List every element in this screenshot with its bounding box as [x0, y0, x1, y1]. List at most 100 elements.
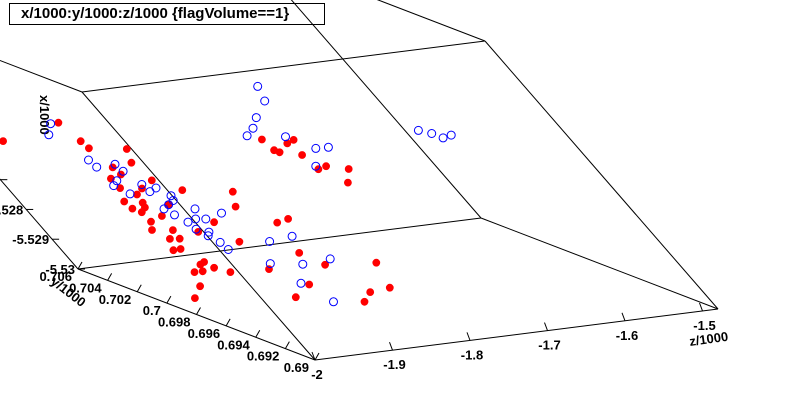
y-tick-label: 0.698 [158, 315, 191, 330]
z-tick-mark [311, 351, 316, 361]
edge-top-back [0, 0, 248, 1]
open-marker-point [159, 204, 169, 214]
z-tick-mark [389, 342, 393, 351]
filled-marker-point [54, 118, 63, 127]
filled-marker-point [344, 165, 353, 173]
filled-marker-point [289, 136, 298, 144]
filled-marker-point [127, 158, 136, 167]
filled-marker-point [76, 137, 85, 146]
filled-marker-point [321, 260, 330, 269]
open-marker-point [201, 214, 211, 224]
filled-marker-point [360, 297, 369, 306]
filled-marker-point [133, 190, 141, 199]
filled-marker-point [190, 268, 199, 277]
z-tick-mark [466, 332, 471, 341]
filled-marker-point [198, 267, 207, 276]
y-tick-mark [284, 341, 290, 349]
filled-marker-point [196, 282, 205, 291]
open-marker-point [109, 181, 119, 191]
filled-marker-point [147, 217, 155, 226]
open-marker-point [170, 210, 179, 220]
y-tick-label: 0.702 [99, 292, 132, 307]
filled-marker-point [148, 226, 156, 234]
y-tick-mark [77, 261, 83, 270]
filled-marker-point [235, 237, 244, 246]
filled-marker-point [175, 234, 184, 243]
z-tick-mark [699, 302, 703, 312]
filled-marker-point [366, 288, 375, 297]
z-tick-label: -1.6 [616, 328, 638, 343]
edge-vert-front-right [484, 40, 719, 310]
x-axis-title: x/1000 [37, 95, 52, 135]
filled-marker-point [322, 162, 331, 171]
y-tick-label: 0.706 [39, 269, 72, 284]
open-marker-point [215, 237, 225, 247]
open-marker-point [44, 130, 54, 140]
filled-marker-point [295, 249, 304, 257]
open-marker-point [183, 217, 193, 227]
open-marker-point [217, 208, 226, 218]
edge-bottom-front [314, 308, 719, 361]
y-tick-label: 0.692 [247, 349, 280, 364]
filled-marker-point [284, 215, 293, 223]
filled-marker-point [385, 283, 394, 292]
open-marker-point [248, 123, 258, 133]
filled-marker-point [178, 186, 187, 195]
filled-marker-point [169, 246, 178, 255]
filled-marker-point [147, 176, 156, 185]
filled-marker-point [191, 294, 199, 303]
open-marker-point [112, 176, 122, 186]
open-marker-point [191, 224, 201, 234]
tick-labels: -5.521-5.522-5.523-5.524-5.525-5.526-5.5… [0, 95, 729, 382]
filled-marker-point [158, 212, 166, 220]
filled-marker-point [166, 235, 174, 243]
y-tick-label: 0.696 [188, 326, 221, 341]
z-tick-label: -1.7 [538, 338, 560, 353]
filled-marker-point [231, 202, 240, 211]
edge-top-left [0, 59, 83, 93]
axis-ticks [0, 179, 703, 361]
open-marker-point [251, 113, 261, 123]
filled-marker-point [372, 258, 381, 267]
filled-marker-point [291, 293, 300, 302]
open-marker-point [287, 231, 297, 241]
open-marker-point [427, 129, 437, 138]
z-tick-label: -1.9 [383, 357, 405, 372]
filled-marker-point [120, 197, 129, 206]
filled-marker-point [305, 280, 314, 289]
z-tick-label: -2 [311, 367, 323, 382]
z-tick-mark [621, 312, 626, 321]
y-tick-mark [225, 318, 231, 327]
y-tick-label: 0.694 [217, 337, 250, 352]
open-marker-point [296, 278, 306, 288]
open-marker-point [323, 142, 333, 152]
y-tick-mark [255, 330, 261, 338]
filled-marker-point [344, 178, 352, 187]
open-marker-point [311, 161, 321, 171]
open-marker-point [265, 237, 275, 246]
filled-marker-point [210, 263, 219, 272]
y-tick-mark [166, 295, 172, 304]
open-marker-point [151, 183, 161, 193]
edge-bottom-back [77, 217, 482, 270]
y-tick-mark [107, 273, 113, 281]
open-marker-point [46, 119, 56, 129]
open-marker-point [253, 81, 263, 91]
open-marker-point [84, 155, 93, 165]
open-marker-point [203, 231, 213, 241]
z-tick-label: -1.8 [461, 347, 483, 362]
open-marker-point [166, 191, 176, 201]
data-points [0, 81, 456, 307]
filled-marker-point [258, 135, 266, 144]
open-marker-point [265, 259, 275, 269]
open-marker-point [281, 132, 290, 142]
x-tick-label: -5.529 [12, 232, 49, 247]
y-tick-mark [196, 307, 201, 315]
y-tick-mark [136, 284, 142, 292]
filled-marker-point [210, 218, 219, 227]
filled-marker-point [122, 145, 131, 153]
y-tick-label: 0.7 [143, 303, 161, 318]
filled-marker-point [200, 258, 209, 266]
open-marker-point [325, 254, 335, 264]
